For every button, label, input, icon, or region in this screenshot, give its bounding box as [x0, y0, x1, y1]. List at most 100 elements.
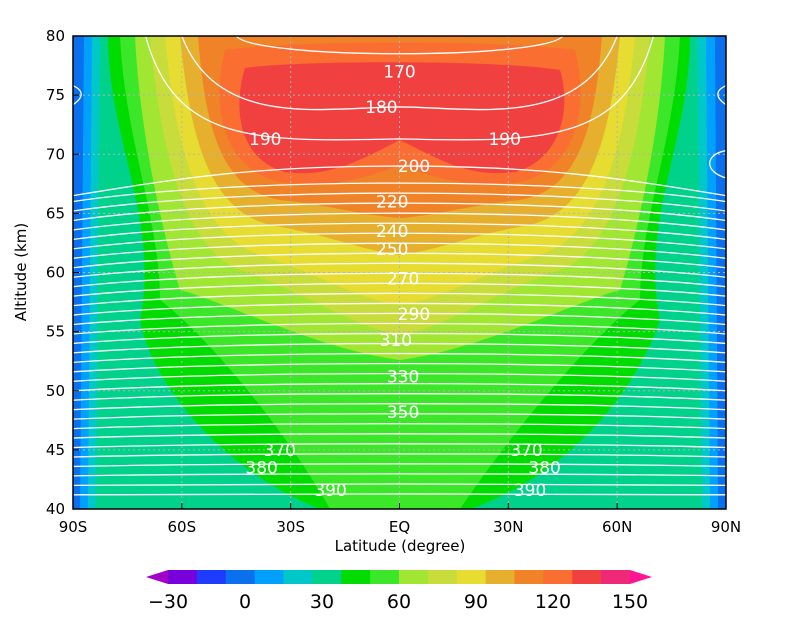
- colorbar-swatch: [196, 570, 227, 584]
- contour-line: [73, 322, 726, 335]
- x-tick-label: 60S: [168, 518, 197, 536]
- x-axis-title: Latitude (degree): [335, 537, 466, 555]
- contour-label: 170: [383, 62, 415, 82]
- contour-label: 370: [264, 441, 296, 461]
- contour-label: 380: [245, 459, 277, 479]
- contour-label: 270: [387, 269, 419, 289]
- colorbar-tick-label: 150: [612, 591, 648, 613]
- contour-line: [73, 493, 726, 496]
- contour-label: 350: [387, 403, 419, 423]
- y-tick-label: 55: [46, 323, 65, 341]
- x-tick-label: 30S: [276, 518, 305, 536]
- contour-line: [73, 202, 726, 222]
- colorbar-swatch: [456, 570, 487, 584]
- contour-line: [73, 242, 726, 259]
- contour-label: 240: [376, 222, 408, 242]
- contour-line: [73, 292, 726, 307]
- colorbar-tick-label: 90: [464, 591, 488, 613]
- contour-label: 370: [510, 441, 542, 461]
- colorbar-swatch: [225, 570, 256, 584]
- contour-line: [73, 232, 726, 250]
- colorbar-arrow-max: [630, 570, 652, 584]
- contour-line: [709, 150, 726, 179]
- contour-line: [73, 443, 726, 449]
- colorbar-tick-label: 120: [535, 591, 571, 613]
- colorbar-tick-label: 30: [310, 591, 334, 613]
- contour-label: 220: [376, 193, 408, 213]
- y-tick-label: 75: [46, 86, 65, 104]
- contour-line: [73, 372, 726, 382]
- contour-line: [73, 423, 726, 430]
- contour-line: [73, 352, 726, 364]
- contour-label: 390: [514, 481, 546, 501]
- contour-label: 200: [398, 157, 430, 177]
- x-tick-label: 30N: [493, 518, 523, 536]
- contour-line: [73, 85, 82, 106]
- contour-line: [73, 473, 726, 477]
- colorbar-tick-label: 0: [239, 591, 251, 613]
- contour-line: [73, 302, 726, 316]
- contour-line: [73, 272, 726, 288]
- x-axis: 90S 60S 30S EQ 30N 60N 90N: [59, 503, 741, 536]
- contour-line: [73, 182, 726, 203]
- colorbar-swatch: [341, 570, 371, 584]
- colorbar-swatch: [514, 570, 544, 584]
- y-tick-label: 80: [46, 27, 65, 45]
- contour-line: [73, 383, 726, 392]
- y-tick-label: 50: [46, 382, 65, 400]
- contour-line: [73, 453, 726, 458]
- y-tick-label: 45: [46, 441, 65, 459]
- contour-label: 380: [528, 459, 560, 479]
- contour-line: [73, 403, 726, 411]
- contour-line: [73, 165, 726, 197]
- y-axis: 40 45 50 55 60 65 70 75 80: [46, 27, 79, 518]
- contour-line: [73, 282, 726, 297]
- colorbar-swatch: [312, 570, 342, 584]
- y-tick-label: 65: [46, 204, 65, 222]
- contour-line: [73, 393, 726, 401]
- contour-line: [144, 36, 655, 141]
- contour-label: 290: [398, 305, 430, 325]
- x-tick-label: 90N: [711, 518, 741, 536]
- colorbar-swatch: [399, 570, 429, 584]
- x-tick-label: EQ: [389, 518, 410, 536]
- contour-label: 250: [376, 240, 408, 260]
- contour-line: [181, 36, 618, 111]
- contour-line: [73, 212, 726, 231]
- contour-line: [717, 85, 726, 106]
- contour-line: [73, 342, 726, 354]
- colorbar-swatch: [283, 570, 313, 584]
- contour-line: [73, 312, 726, 326]
- contour-label: 190: [488, 130, 520, 150]
- contour-label: 390: [314, 481, 346, 501]
- contour-label: 330: [387, 368, 419, 388]
- y-tick-label: 40: [46, 500, 65, 518]
- contour-line: [73, 413, 726, 420]
- contour-line: [73, 483, 726, 486]
- field-band-12: [239, 62, 565, 174]
- colorbar-swatch: [601, 570, 631, 584]
- y-axis-title: Altitude (km): [12, 223, 30, 321]
- contour-label: 180: [365, 98, 397, 118]
- y-tick-label: 60: [46, 264, 65, 282]
- contour-line: [73, 252, 726, 269]
- colorbar-swatch: [427, 570, 458, 584]
- colorbar-tick-label: 60: [387, 591, 411, 613]
- contour-label: 310: [380, 331, 412, 351]
- colorbar-tick-label: −30: [148, 591, 188, 613]
- colorbar-swatch: [370, 570, 400, 584]
- contour-line: [73, 192, 726, 212]
- colorbar-swatch: [254, 570, 284, 584]
- colorbar-swatch: [543, 570, 573, 584]
- colorbar-swatch: [572, 570, 602, 584]
- colorbar-swatch: [168, 570, 198, 584]
- x-tick-label: 90S: [59, 518, 88, 536]
- contour-label: 190: [249, 130, 281, 150]
- colorbar: −30 0 30 60 90 120 150: [146, 570, 652, 613]
- contour-line: [73, 222, 726, 241]
- temperature-contour-lines: [73, 36, 726, 496]
- colorbar-arrow-min: [146, 570, 168, 584]
- x-tick-label: 60N: [602, 518, 632, 536]
